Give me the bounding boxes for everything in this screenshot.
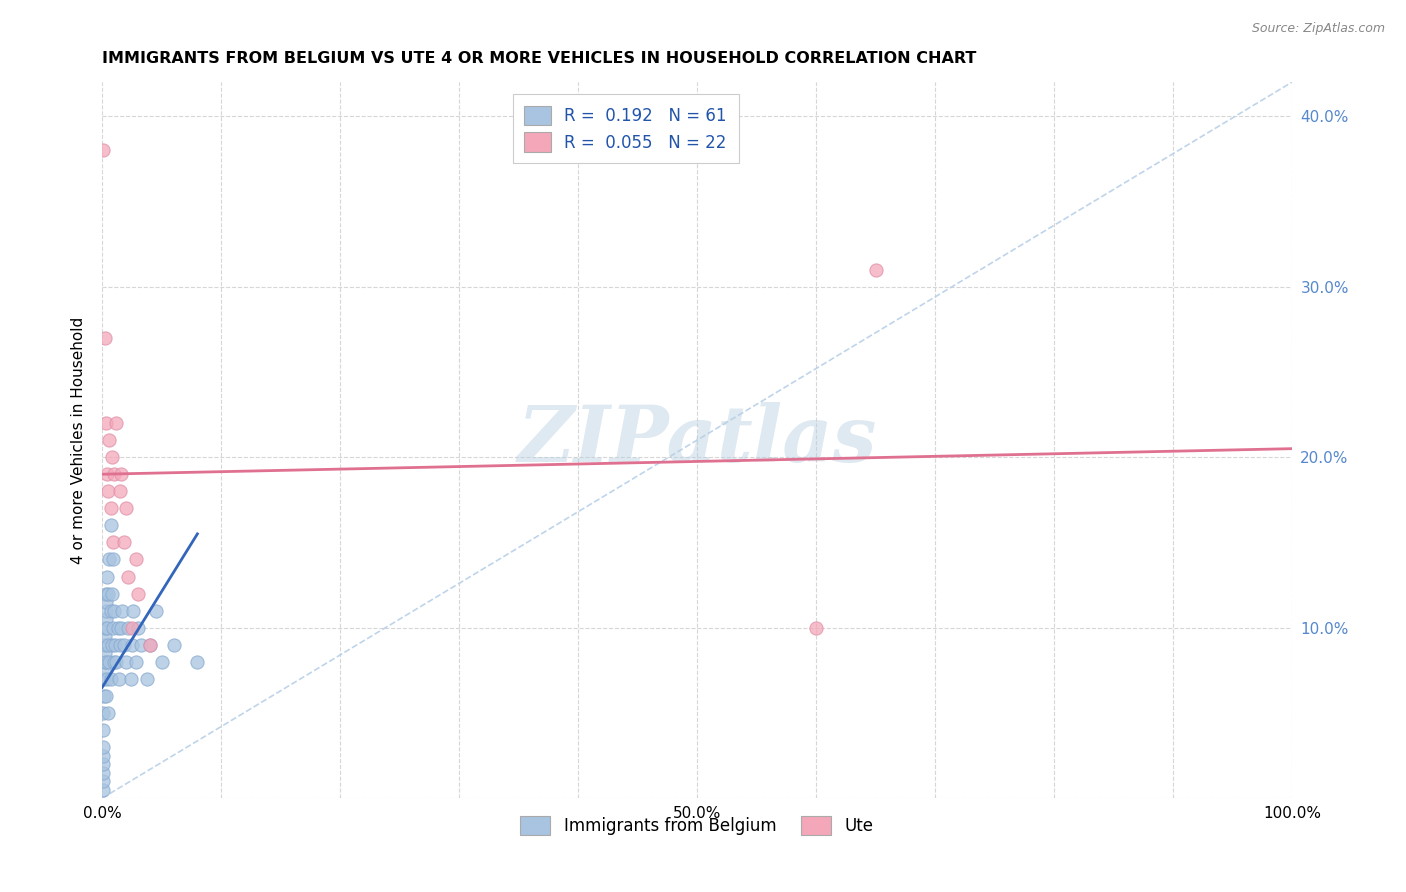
Point (96, 672, 118, 686)
Point (108, 672, 131, 686)
Point (105, 416, 128, 430)
Point (110, 621, 132, 635)
Point (100, 604, 122, 618)
Point (98, 552, 121, 566)
Point (100, 501, 122, 516)
Point (93, 638, 115, 652)
Point (93, 144, 115, 158)
Y-axis label: 4 or more Vehicles in Household: 4 or more Vehicles in Household (72, 317, 86, 564)
Point (97, 586, 120, 600)
Point (107, 621, 129, 635)
Text: IMMIGRANTS FROM BELGIUM VS UTE 4 OR MORE VEHICLES IN HOUSEHOLD CORRELATION CHART: IMMIGRANTS FROM BELGIUM VS UTE 4 OR MORE… (103, 51, 977, 66)
Point (93, 672, 115, 686)
Legend: Immigrants from Belgium, Ute: Immigrants from Belgium, Ute (512, 807, 882, 844)
Point (93, 689, 115, 703)
Point (112, 535, 135, 549)
Point (121, 621, 143, 635)
Point (115, 501, 138, 516)
Point (93, 646, 115, 660)
Point (108, 638, 131, 652)
Point (120, 672, 142, 686)
Point (96, 467, 118, 482)
Point (127, 586, 149, 600)
Point (93, 629, 115, 643)
Point (93, 739, 115, 754)
Point (186, 655, 208, 669)
Point (94, 595, 117, 609)
Point (112, 638, 135, 652)
Point (96, 655, 118, 669)
Point (162, 638, 184, 652)
Point (98, 433, 121, 447)
Point (103, 604, 125, 618)
Point (96, 569, 118, 583)
Point (100, 672, 122, 686)
Point (145, 604, 167, 618)
Point (103, 467, 125, 482)
Point (105, 655, 128, 669)
Point (117, 569, 139, 583)
Point (100, 450, 122, 465)
Point (101, 535, 124, 549)
Text: ZIPatlas: ZIPatlas (517, 402, 877, 478)
Point (124, 655, 146, 669)
Point (100, 638, 122, 652)
Point (91, 765, 114, 780)
Point (93, 663, 115, 677)
Point (94, 586, 117, 600)
Point (103, 655, 125, 669)
Point (104, 638, 127, 652)
Point (94, 689, 117, 703)
Point (121, 638, 143, 652)
Point (100, 518, 122, 533)
Point (94, 416, 117, 430)
Point (139, 638, 162, 652)
Point (124, 552, 146, 566)
Point (127, 621, 149, 635)
Point (110, 467, 132, 482)
Text: Source: ZipAtlas.com: Source: ZipAtlas.com (1251, 22, 1385, 36)
Point (804, 621, 827, 635)
Point (94, 621, 117, 635)
Point (100, 586, 122, 600)
Point (93, 748, 115, 763)
Point (94, 612, 117, 626)
Point (97, 484, 120, 499)
Point (115, 655, 138, 669)
Point (136, 672, 159, 686)
Point (111, 604, 134, 618)
Point (139, 638, 162, 652)
Point (91, 782, 114, 797)
Point (97, 706, 120, 720)
Point (93, 757, 115, 772)
Point (117, 621, 139, 635)
Point (150, 655, 173, 669)
Point (93, 655, 115, 669)
Point (93, 723, 115, 737)
Point (865, 262, 887, 277)
Point (96, 621, 118, 635)
Point (93, 706, 115, 720)
Point (131, 638, 153, 652)
Point (122, 604, 145, 618)
Point (101, 552, 124, 566)
Point (98, 655, 121, 669)
Point (108, 484, 131, 499)
Point (97, 638, 120, 652)
Point (94, 604, 117, 618)
Point (101, 621, 124, 635)
Point (91, 774, 114, 789)
Point (93, 331, 115, 345)
